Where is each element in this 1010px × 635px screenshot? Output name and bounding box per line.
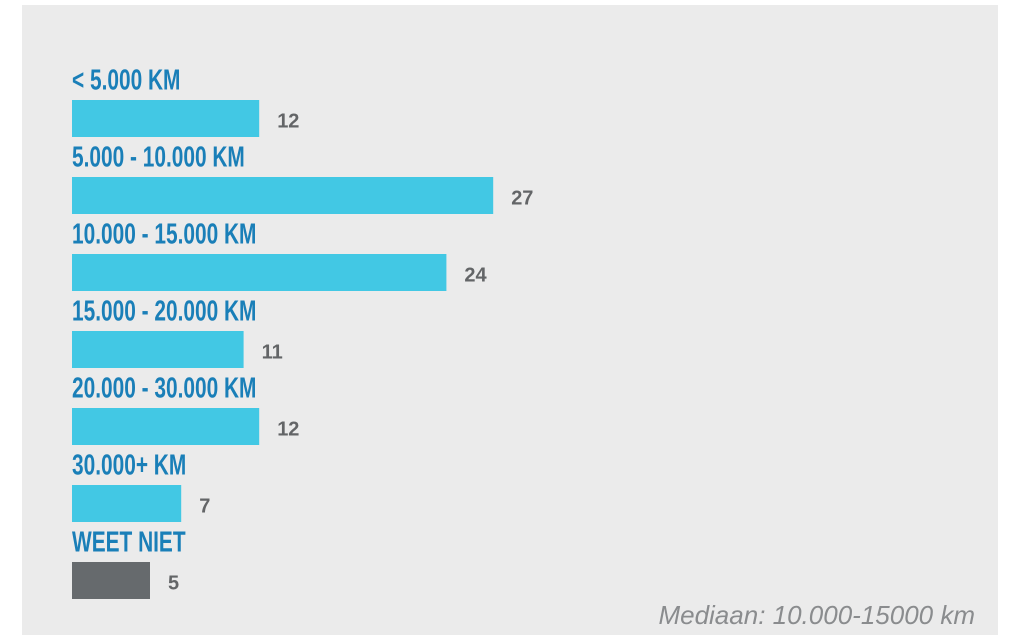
category-label: < 5.000 KM <box>72 64 180 96</box>
bar <box>72 562 150 599</box>
bar <box>72 331 244 368</box>
value-label: 12 <box>277 110 299 132</box>
bar <box>72 100 260 137</box>
category-label: 15.000 - 20.000 KM <box>72 295 256 327</box>
bar <box>72 485 182 522</box>
bar <box>72 177 494 214</box>
bar <box>72 254 447 291</box>
value-label: 7 <box>199 495 210 517</box>
value-label: 27 <box>511 187 533 209</box>
bar <box>72 408 260 445</box>
value-label: 12 <box>277 418 299 440</box>
category-label: 5.000 - 10.000 KM <box>72 141 245 173</box>
value-label: 5 <box>168 572 179 594</box>
category-label: 20.000 - 30.000 KM <box>72 372 256 404</box>
category-label: 30.000+ KM <box>72 449 186 481</box>
value-label: 11 <box>262 341 283 363</box>
category-label: 10.000 - 15.000 KM <box>72 218 256 250</box>
value-label: 24 <box>464 264 487 286</box>
annotation: Mediaan: 10.000-15000 km <box>658 600 975 630</box>
category-label: WEET NIET <box>72 526 186 558</box>
